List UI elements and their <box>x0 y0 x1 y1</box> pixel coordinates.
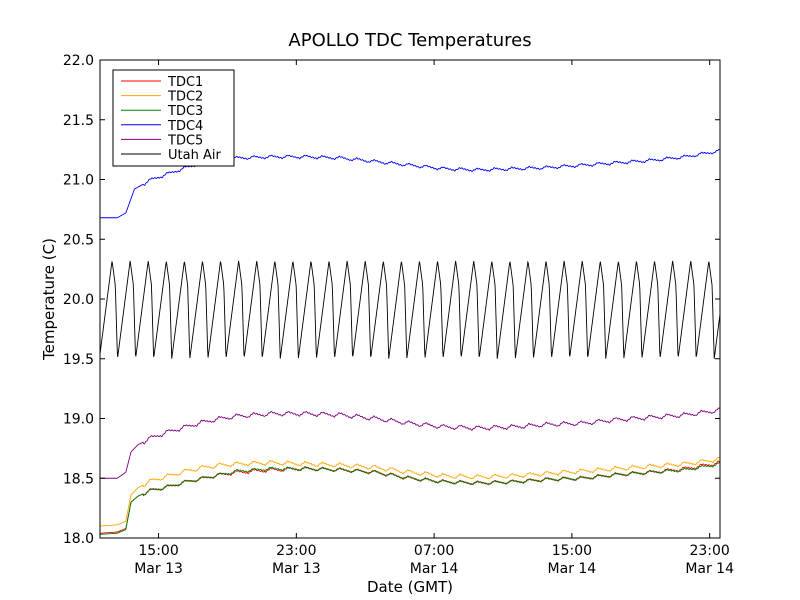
series-line-tdc1 <box>99 460 721 534</box>
series-line-tdc5 <box>100 407 721 479</box>
series-layer <box>99 148 721 535</box>
x-tick-date-label: Mar 14 <box>410 561 459 577</box>
legend-label: TDC3 <box>167 104 203 119</box>
x-axis-label: Date (GMT) <box>367 578 453 596</box>
legend-label: TDC1 <box>167 75 203 90</box>
legend-label: Utah Air <box>168 148 221 163</box>
ticks-layer: 18.0 18.5 19.0 19.5 20.0 20.5 21.0 21.5 22.0 15:0… <box>63 53 734 577</box>
legend-box <box>112 69 235 167</box>
legend-label: TDC5 <box>167 133 203 148</box>
y-axis-label: Temperature (C) <box>40 238 58 361</box>
chart-title: APOLLO TDC Temperatures <box>288 30 531 51</box>
legend-label: TDC2 <box>167 90 203 105</box>
x-tick-date-label: Mar 13 <box>134 561 183 577</box>
y-tick-label: 21.5 <box>63 113 94 129</box>
x-tick-date-label: Mar 13 <box>272 561 321 577</box>
x-tick-time-label: 15:00 <box>552 543 592 559</box>
x-tick-time-label: 07:00 <box>414 543 454 559</box>
x-tick-time-label: 23:00 <box>689 543 729 559</box>
y-tick-label: 22.0 <box>63 53 94 69</box>
y-tick-label: 19.0 <box>63 412 94 428</box>
x-tick-time-label: 15:00 <box>138 543 178 559</box>
y-tick-label: 21.0 <box>63 173 94 189</box>
x-tick-time-label: 23:00 <box>276 543 316 559</box>
x-tick-date-label: Mar 14 <box>685 561 734 577</box>
y-tick-label: 20.5 <box>63 232 94 248</box>
y-tick-label: 18.5 <box>63 471 94 487</box>
legend-label: TDC4 <box>167 119 203 134</box>
series-line-tdc2 <box>99 456 721 527</box>
series-line-tdc3 <box>99 461 720 535</box>
y-tick-label: 20.0 <box>63 292 94 308</box>
series-line-utah-air <box>99 260 721 359</box>
y-tick-label: 19.5 <box>63 352 94 368</box>
x-tick-date-label: Mar 14 <box>548 561 597 577</box>
y-tick-label: 18.0 <box>63 531 94 547</box>
